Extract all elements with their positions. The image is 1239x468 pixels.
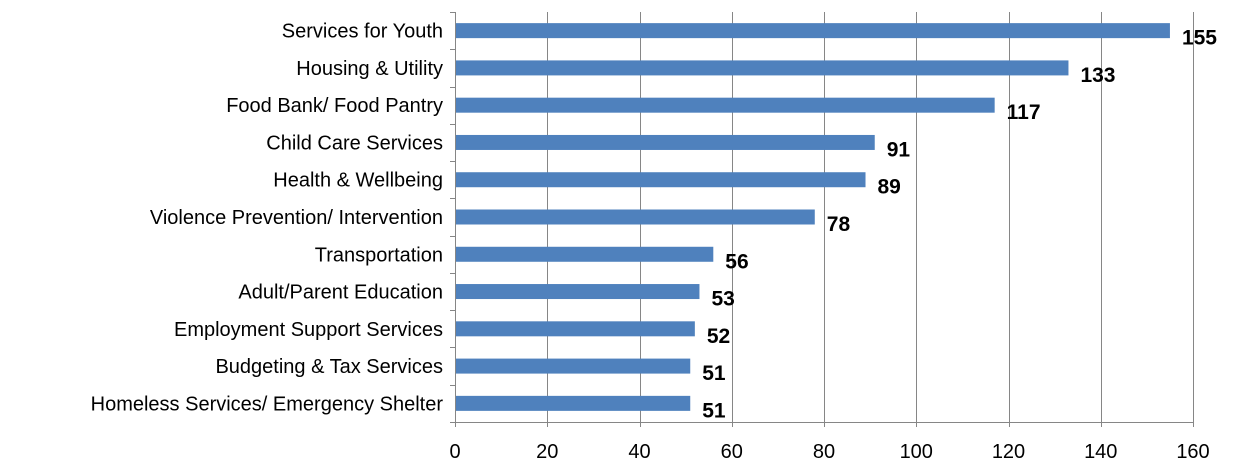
bar xyxy=(456,284,700,300)
category-labels: Services for Youth Housing & Utility Food … xyxy=(91,21,444,416)
x-tick-label: 80 xyxy=(813,441,835,463)
x-tick-labels: 0 20 40 60 80 100 120 140 160 xyxy=(449,441,1209,463)
data-label: 89 xyxy=(878,176,901,199)
x-tick-label: 100 xyxy=(900,441,933,463)
data-label: 51 xyxy=(702,362,726,385)
bar xyxy=(456,23,1170,39)
data-label: 78 xyxy=(827,213,851,236)
bar xyxy=(456,134,875,150)
x-tick-label: 0 xyxy=(449,441,460,463)
x-tick-label: 160 xyxy=(1176,441,1209,463)
bar xyxy=(456,209,815,225)
bar xyxy=(456,358,691,374)
category-label: Housing & Utility xyxy=(296,58,443,80)
axes xyxy=(450,12,1194,423)
category-label: Adult/Parent Education xyxy=(238,282,443,304)
data-label: 91 xyxy=(887,138,911,161)
x-tick-label: 20 xyxy=(536,441,558,463)
bar xyxy=(456,395,691,411)
category-label: Violence Prevention/ Intervention xyxy=(150,207,443,229)
data-label: 117 xyxy=(1007,101,1041,124)
category-label: Food Bank/ Food Pantry xyxy=(226,95,443,117)
bar xyxy=(456,97,995,113)
category-label: Budgeting & Tax Services xyxy=(215,356,443,378)
category-label: Health & Wellbeing xyxy=(273,170,443,192)
x-tick-label: 140 xyxy=(1084,441,1117,463)
category-label: Transportation xyxy=(315,244,443,266)
data-label: 133 xyxy=(1080,64,1115,87)
bar xyxy=(456,60,1069,76)
data-label: 53 xyxy=(711,288,734,311)
bar xyxy=(456,246,714,262)
category-label: Services for Youth xyxy=(282,21,443,43)
data-label: 56 xyxy=(725,250,748,273)
gridlines xyxy=(455,12,1194,427)
category-label: Employment Support Services xyxy=(174,319,443,341)
x-tick-label: 60 xyxy=(721,441,743,463)
x-tick-label: 120 xyxy=(992,441,1025,463)
bars xyxy=(456,23,1170,411)
category-label: Child Care Services xyxy=(266,132,443,154)
bar xyxy=(456,321,695,337)
data-label: 52 xyxy=(707,325,730,348)
category-label: Homeless Services/ Emergency Shelter xyxy=(91,393,444,415)
x-tick-label: 40 xyxy=(628,441,650,463)
data-label: 51 xyxy=(702,399,726,422)
data-label: 155 xyxy=(1182,27,1217,50)
data-labels: 155 133 117 91 89 78 56 53 52 51 51 xyxy=(702,27,1217,423)
bar xyxy=(456,172,866,188)
